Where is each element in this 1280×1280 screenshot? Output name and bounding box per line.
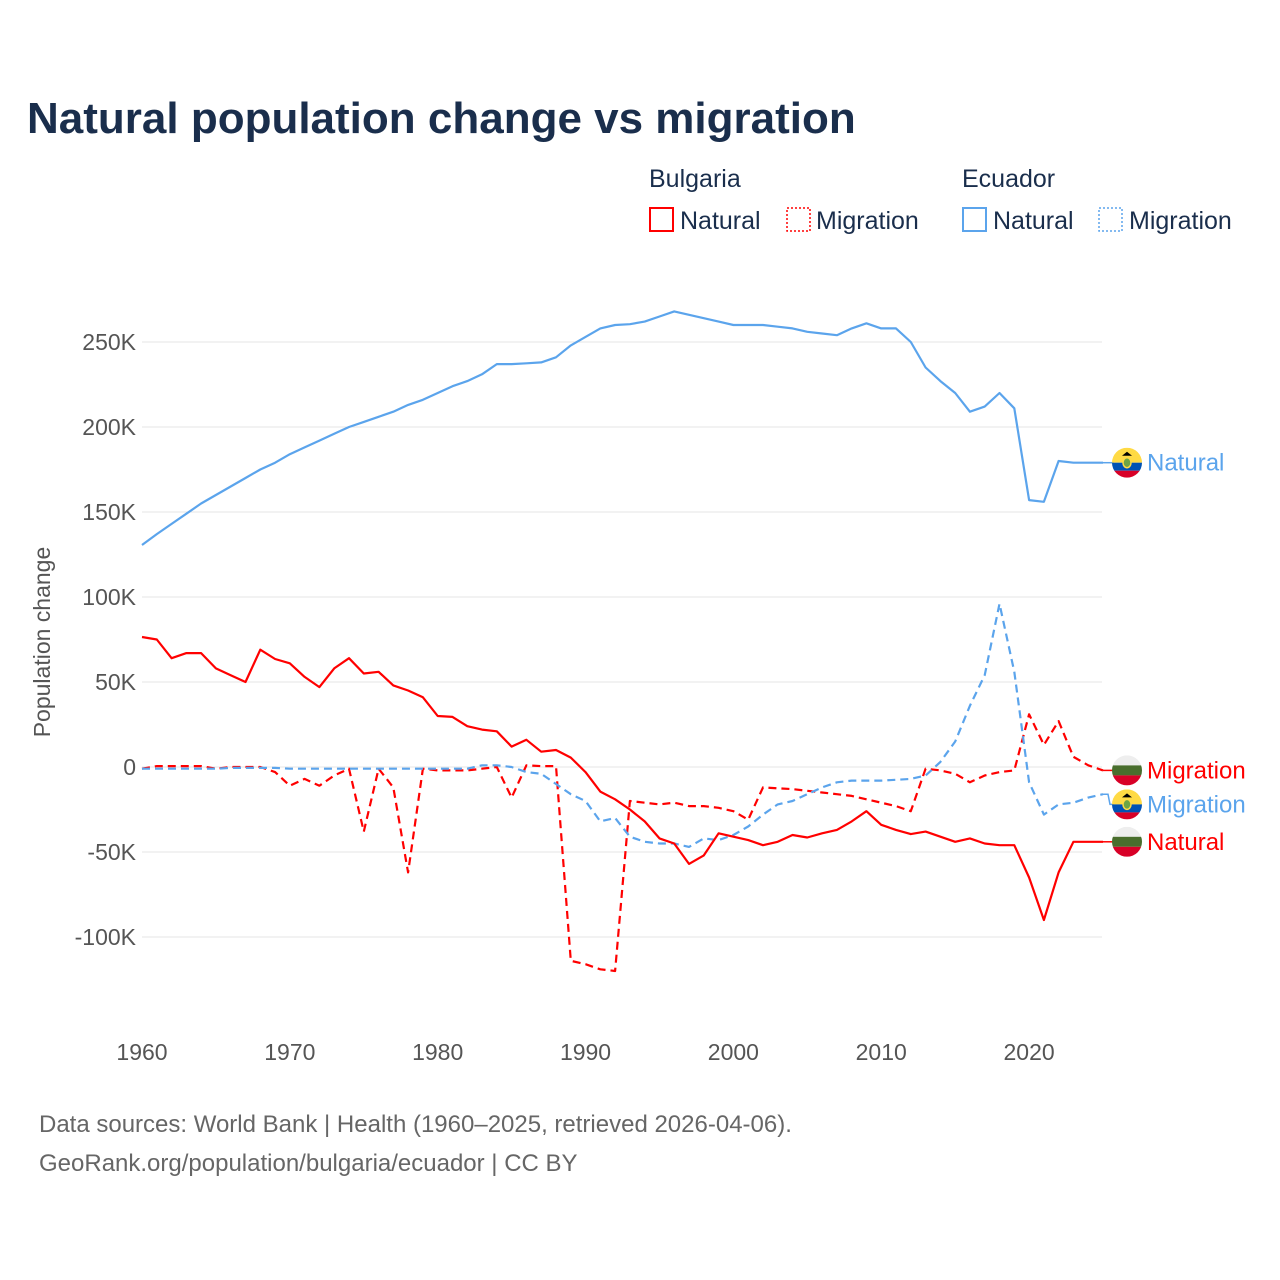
flag-condor: [1122, 451, 1132, 456]
y-tick-label: 50K: [95, 669, 137, 695]
footer-link[interactable]: GeoRank.org/population/bulgaria/ecuador …: [39, 1150, 578, 1177]
series-line-bulgaria-migration: [141, 713, 1104, 973]
x-tick-label: 1970: [264, 1039, 315, 1065]
flag-stripe: [1112, 765, 1142, 776]
x-tick-label: 2000: [708, 1039, 759, 1065]
y-axis-ticks: 250K 200K 150K 100K 50K 0 -50K -100K: [75, 329, 137, 950]
bulgaria-flag-icon: [1112, 826, 1142, 857]
x-tick-label: 1990: [560, 1039, 611, 1065]
end-label-text: Migration: [1147, 757, 1246, 784]
flag-stripe: [1112, 826, 1142, 837]
legend-country-ecuador: Ecuador: [962, 165, 1055, 193]
series-lines: [141, 310, 1104, 973]
end-label-ecuador-migration: Migration: [1103, 789, 1246, 820]
ecuador-flag-icon: [1112, 789, 1142, 820]
end-label-text: Migration: [1147, 791, 1246, 818]
legend-label-bulgaria-migration[interactable]: Migration: [816, 207, 919, 235]
y-tick-label: 0: [123, 754, 136, 780]
y-tick-label: -50K: [87, 839, 136, 865]
y-tick-label: -100K: [75, 924, 137, 950]
flag-stripe: [1112, 836, 1142, 847]
flag-stripe: [1112, 846, 1142, 857]
y-axis-label: Population change: [29, 547, 55, 738]
legend-country-bulgaria: Bulgaria: [649, 165, 741, 193]
legend-label-ecuador-natural[interactable]: Natural: [993, 207, 1074, 235]
legend-swatch-bulgaria-natural: [649, 207, 674, 232]
flag-stripe: [1112, 470, 1142, 478]
legend: Bulgaria Natural Migration Ecuador Natur…: [649, 165, 1232, 235]
end-label-bulgaria-migration: Migration: [1103, 755, 1246, 786]
footer-source: Data sources: World Bank | Health (1960–…: [39, 1111, 792, 1138]
flag-stripe: [1112, 755, 1142, 766]
y-tick-label: 100K: [82, 584, 136, 610]
flag-stripe: [1112, 775, 1142, 786]
flag-stripe: [1112, 812, 1142, 820]
end-label-text: Natural: [1147, 829, 1224, 856]
end-label-bulgaria-natural: Natural: [1103, 826, 1224, 857]
series-line-ecuador-migration: [142, 602, 1104, 849]
end-label-text: Natural: [1147, 450, 1224, 477]
y-tick-label: 250K: [82, 329, 136, 355]
series-end-labels: Natural Migration Migration Natural: [1103, 447, 1246, 857]
x-tick-label: 1960: [116, 1039, 167, 1065]
legend-label-ecuador-migration[interactable]: Migration: [1129, 207, 1232, 235]
chart-title: Natural population change vs migration: [27, 94, 856, 143]
legend-label-bulgaria-natural[interactable]: Natural: [680, 207, 761, 235]
x-axis-ticks: 1960 1970 1980 1990 2000 2010 2020: [116, 1039, 1054, 1065]
y-tick-label: 150K: [82, 499, 136, 525]
legend-swatch-ecuador-natural: [962, 207, 987, 232]
end-label-ecuador-natural: Natural: [1103, 447, 1224, 478]
gridlines: [142, 341, 1102, 938]
x-tick-label: 2020: [1003, 1039, 1054, 1065]
legend-swatch-ecuador-migration: [1098, 207, 1123, 232]
ecuador-flag-icon: [1112, 447, 1142, 478]
series-line-ecuador-natural: [141, 310, 1103, 546]
y-tick-label: 200K: [82, 414, 136, 440]
flag-emblem: [1122, 456, 1132, 469]
bulgaria-flag-icon: [1112, 755, 1142, 786]
x-tick-label: 2010: [856, 1039, 907, 1065]
x-tick-label: 1980: [412, 1039, 463, 1065]
series-line-bulgaria-natural: [141, 635, 1103, 922]
flag-condor: [1122, 793, 1132, 798]
legend-swatch-bulgaria-migration: [786, 207, 811, 232]
flag-emblem: [1122, 798, 1132, 811]
